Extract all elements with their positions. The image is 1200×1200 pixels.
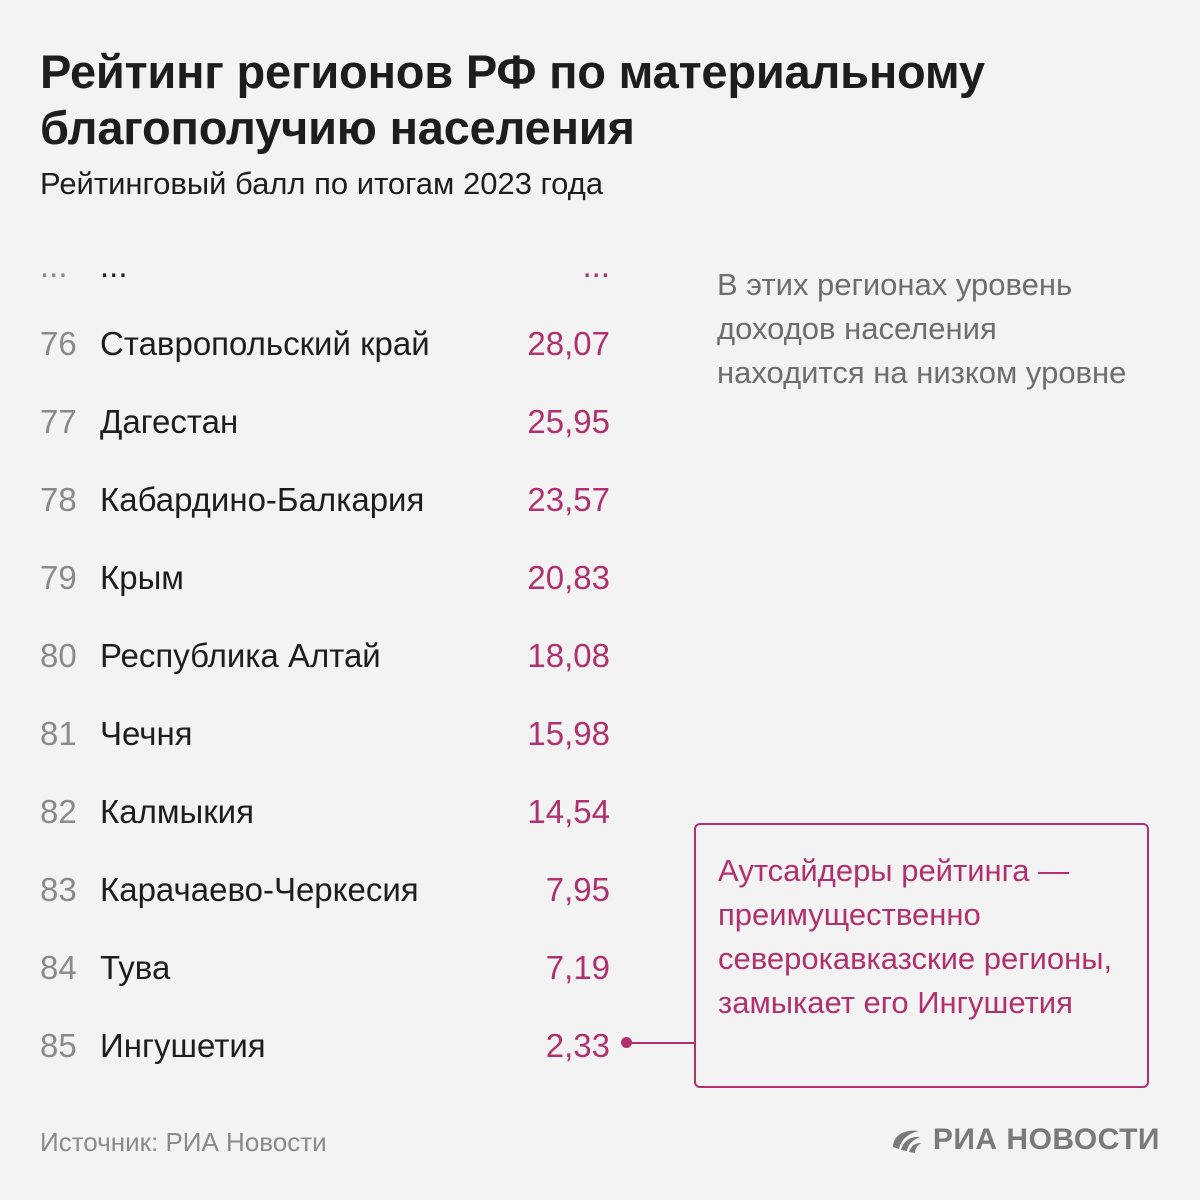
ellipsis-name: ... — [100, 247, 128, 284]
region-name: Чечня — [100, 715, 193, 752]
table-row: 84 Тува 7,19 — [40, 946, 612, 1024]
ria-logo: РИА НОВОСТИ — [889, 1120, 1160, 1160]
table-row: 85 Ингушетия 2,33 — [40, 1024, 612, 1102]
region-name: Тува — [100, 949, 171, 986]
callout-text: Аутсайдеры рейтинга — преимущественно се… — [718, 853, 1113, 1020]
score-value: 7,19 — [545, 949, 610, 986]
score-value: 15,98 — [527, 715, 610, 752]
rank-cell: 80 — [40, 637, 77, 674]
rank-cell: 85 — [40, 1027, 77, 1064]
region-name: Республика Алтай — [100, 637, 381, 674]
ranking-table: ... ... ... 76 Ставропольский край 28,07 77… — [40, 247, 612, 1102]
score-value: 18,08 — [527, 637, 610, 674]
region-name: Ставропольский край — [100, 325, 430, 362]
table-row: 81 Чечня 15,98 — [40, 712, 612, 790]
ellipsis-rank: ... — [40, 247, 68, 284]
table-rows: 76 Ставропольский край 28,07 77 Дагестан 25,9… — [40, 322, 612, 1102]
chart-title: Рейтинг регионов РФ по материальному бла… — [40, 45, 985, 154]
rank-cell: 78 — [40, 481, 77, 518]
score-value: 14,54 — [527, 793, 610, 830]
score-value: 25,95 — [527, 403, 610, 440]
table-row: 83 Карачаево-Черкесия 7,95 — [40, 868, 612, 946]
ellipsis-value: ... — [582, 247, 610, 284]
rank-cell: 81 — [40, 715, 77, 752]
chart-subtitle: Рейтинговый балл по итогам 2023 года — [40, 166, 604, 201]
callout-connector-dot — [621, 1037, 632, 1048]
table-row: 82 Калмыкия 14,54 — [40, 790, 612, 868]
table-row: 76 Ставропольский край 28,07 — [40, 322, 612, 400]
score-value: 28,07 — [527, 325, 610, 362]
region-name: Кабардино-Балкария — [100, 481, 425, 518]
income-note: В этих регионах уровень доходов населени… — [717, 267, 1127, 390]
region-name: Дагестан — [100, 403, 239, 440]
source-label: Источник: РИА Новости — [40, 1127, 327, 1157]
table-row: 80 Республика Алтай 18,08 — [40, 634, 612, 712]
ria-logo-icon — [892, 1130, 921, 1153]
score-value: 20,83 — [527, 559, 610, 596]
score-value: 23,57 — [527, 481, 610, 518]
score-value: 2,33 — [545, 1027, 610, 1064]
rank-cell: 79 — [40, 559, 77, 596]
region-name: Карачаево-Черкесия — [100, 871, 419, 908]
region-name: Ингушетия — [100, 1027, 266, 1064]
ellipsis-row: ... ... ... — [40, 247, 612, 322]
table-row: 78 Кабардино-Балкария 23,57 — [40, 478, 612, 556]
ria-logo-text: РИА НОВОСТИ — [932, 1123, 1160, 1156]
score-value: 7,95 — [545, 871, 610, 908]
rank-cell: 82 — [40, 793, 77, 830]
callout-connector-line — [624, 1042, 696, 1044]
rank-cell: 84 — [40, 949, 77, 986]
table-row: 79 Крым 20,83 — [40, 556, 612, 634]
outsiders-callout: Аутсайдеры рейтинга — преимущественно се… — [694, 823, 1149, 1088]
rank-cell: 77 — [40, 403, 77, 440]
region-name: Крым — [100, 559, 184, 596]
rank-cell: 83 — [40, 871, 77, 908]
region-name: Калмыкия — [100, 793, 254, 830]
rank-cell: 76 — [40, 325, 77, 362]
table-row: 77 Дагестан 25,95 — [40, 400, 612, 478]
